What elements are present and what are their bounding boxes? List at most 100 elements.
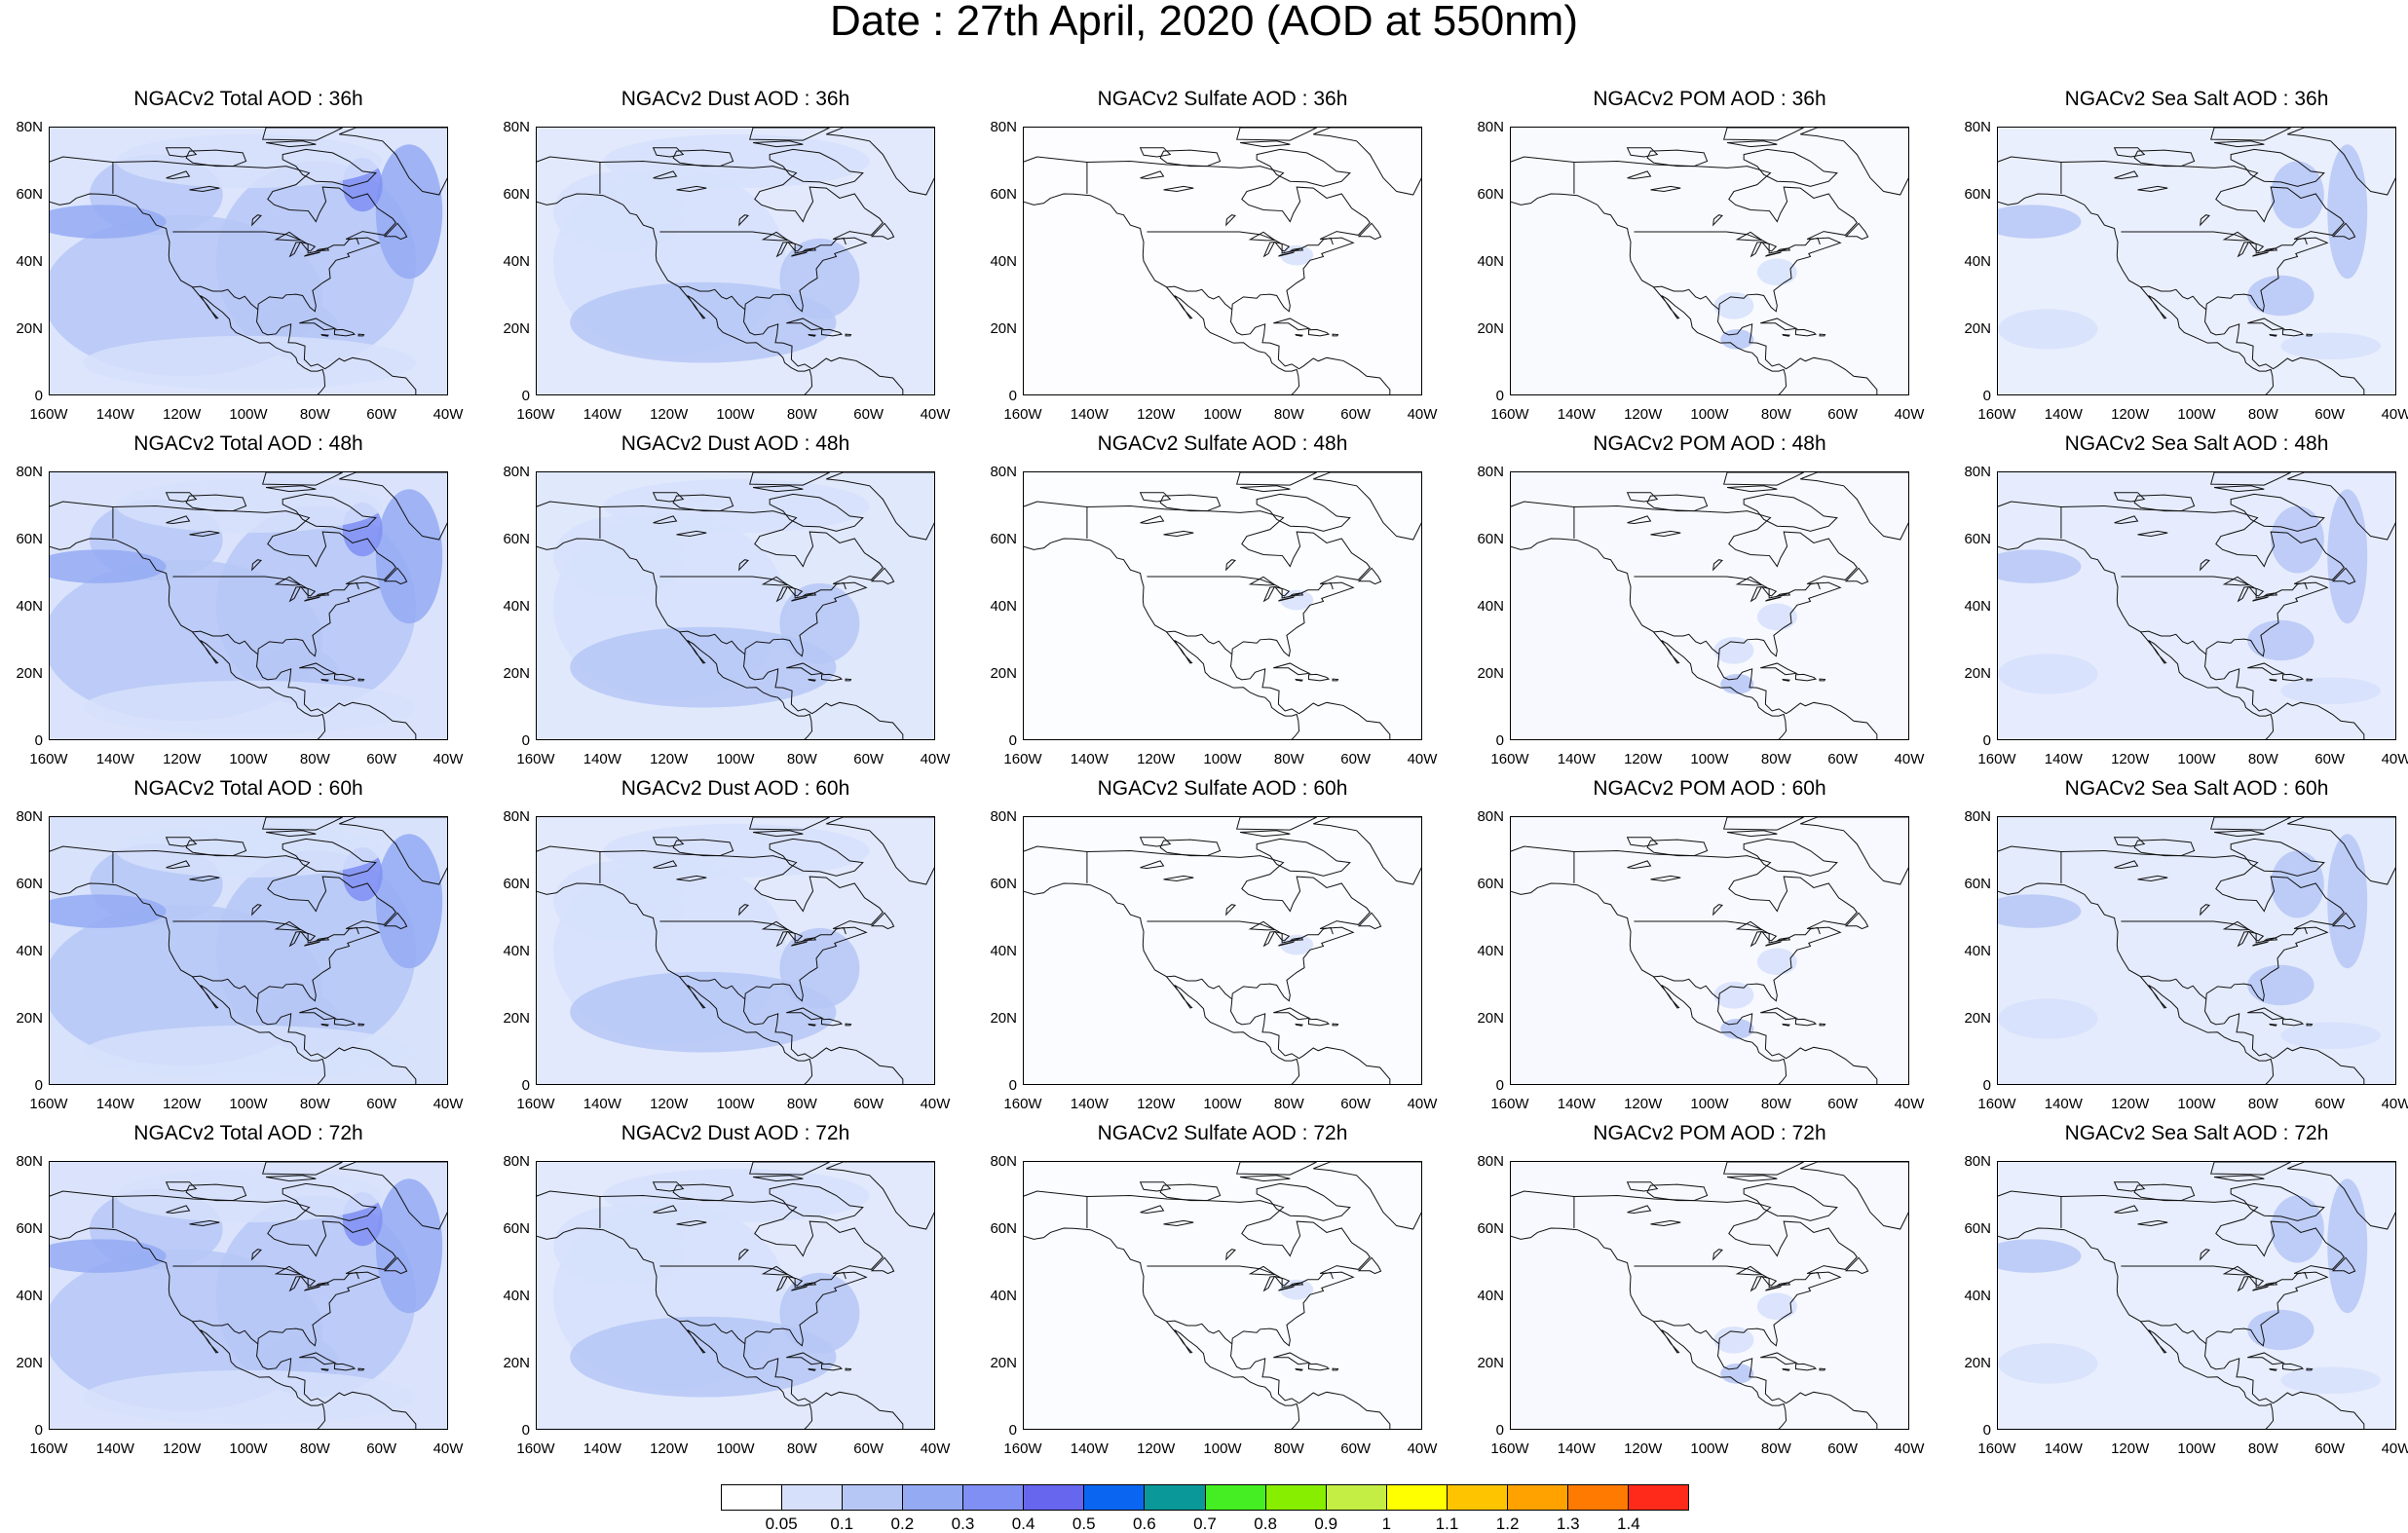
lon-tick-label: 120W (1624, 406, 1663, 423)
lat-tick-label: 80N (16, 464, 43, 480)
jamaica-outline (2269, 333, 2277, 337)
lon-tick-label: 100W (716, 406, 755, 423)
devon-island-outline (2213, 140, 2265, 148)
greenland-outline (826, 472, 934, 541)
aod-map (49, 471, 448, 740)
victoria-island-outline (2133, 149, 2196, 168)
greenland-outline (2287, 817, 2395, 885)
lake-outline (761, 1265, 790, 1276)
lake-outline (1712, 1249, 1723, 1261)
banks-island-outline (2113, 837, 2146, 847)
lake-outline (2200, 1249, 2210, 1261)
lake-outline (1163, 875, 1194, 882)
coastline-east (50, 501, 417, 739)
lake-outline (166, 1205, 191, 1214)
aod-background-shading (1511, 817, 1908, 1084)
coastline-east (1998, 156, 2365, 394)
puerto-rico-outline (1819, 1023, 1826, 1027)
lat-tick-label: 40N (503, 1288, 530, 1304)
lat-tick-label: 80N (16, 1153, 43, 1170)
lat-tick-label: 0 (1982, 732, 1991, 749)
devon-island-outline (1239, 140, 1291, 148)
lon-tick-label: 40W (1407, 1096, 1438, 1112)
panel-title: NGACv2 Sea Salt AOD : 48h (2064, 432, 2329, 455)
aod-map-svg (1998, 128, 2395, 394)
aod-plume (375, 144, 443, 280)
lat-tick-label: 80N (1477, 119, 1504, 135)
lon-tick-label: 40W (1894, 1096, 1925, 1112)
banks-island-outline (1626, 1181, 1659, 1192)
aod-plume (779, 1272, 860, 1354)
aod-map-svg (1998, 817, 2395, 1084)
cuba-outline (299, 1352, 337, 1365)
aod-plume (375, 834, 443, 969)
newfoundland-outline (1357, 1256, 1382, 1275)
lon-tick-label: 140W (95, 751, 134, 767)
lon-tick-label: 100W (1203, 751, 1242, 767)
lat-tick-label: 80N (503, 119, 530, 135)
hispaniola-outline (1307, 1363, 1331, 1371)
newfoundland-outline (870, 222, 895, 241)
lon-tick-label: 120W (2111, 1096, 2150, 1112)
lon-tick-label: 100W (716, 751, 755, 767)
lat-tick-label: 60N (1477, 186, 1504, 203)
lat-tick-label: 80N (1477, 1153, 1504, 1170)
lon-tick-label: 60W (1827, 751, 1859, 767)
lake-outline (274, 231, 303, 242)
colorbar-tick-label: 0.9 (1314, 1514, 1338, 1533)
lake-outline (1627, 1205, 1652, 1214)
aod-plume (1280, 1279, 1314, 1300)
panel-title: NGACv2 Sulfate AOD : 36h (1097, 88, 1348, 110)
colorbar-tick-label: 1.3 (1556, 1514, 1580, 1533)
lon-tick-label: 120W (2111, 751, 2150, 767)
aod-plume (2247, 619, 2314, 661)
lake-outline (2222, 1265, 2251, 1276)
greenland-outline (339, 1162, 447, 1230)
jamaica-outline (1295, 1367, 1303, 1371)
puerto-rico-outline (1819, 1367, 1826, 1371)
lake-outline (1248, 576, 1277, 586)
lon-tick-label: 120W (1624, 751, 1663, 767)
lon-tick-label: 80W (2247, 1440, 2278, 1457)
aod-map (1023, 1161, 1422, 1430)
us-mexico-border (192, 630, 258, 655)
puerto-rico-outline (1332, 678, 1339, 682)
lake-outline (1776, 1282, 1791, 1287)
banks-island-outline (165, 1181, 198, 1192)
lon-tick-label: 40W (920, 1096, 951, 1112)
lon-tick-label: 80W (2247, 1096, 2278, 1112)
victoria-island-outline (672, 149, 734, 168)
lon-tick-label: 40W (1407, 1440, 1438, 1457)
lat-tick-label: 0 (1008, 388, 1017, 404)
aod-plume (553, 860, 687, 942)
cuba-outline (1273, 1007, 1311, 1021)
hispaniola-outline (333, 328, 357, 337)
baffin-island-outline (2230, 1182, 2325, 1221)
lon-tick-label: 120W (650, 1440, 689, 1457)
lon-tick-label: 60W (2314, 406, 2346, 423)
lake-outline (761, 920, 790, 931)
aod-plume (1280, 589, 1314, 611)
baffin-island-outline (769, 148, 864, 187)
lake-outline (2200, 559, 2210, 572)
banks-island-outline (1139, 1181, 1172, 1192)
aod-plume (2247, 1309, 2314, 1351)
aod-plume (2271, 505, 2324, 574)
victoria-island-outline (672, 839, 734, 857)
baffin-island-outline (282, 493, 377, 532)
newfoundland-outline (2331, 567, 2356, 585)
lake-outline (274, 920, 303, 931)
lake-outline (1760, 1275, 1778, 1287)
lake-outline (1765, 251, 1783, 257)
lake-outline (1650, 1219, 1681, 1227)
lon-tick-label: 40W (1894, 1440, 1925, 1457)
lake-outline (1776, 592, 1791, 597)
us-mexico-border (2140, 630, 2206, 655)
lake-outline (2114, 515, 2139, 524)
lon-tick-label: 100W (1203, 1440, 1242, 1457)
aod-plume (2280, 677, 2381, 705)
colorbar-tick-label: 1.1 (1435, 1514, 1459, 1533)
coastline-west (1511, 193, 1787, 394)
coastline-west (1024, 538, 1300, 739)
puerto-rico-outline (845, 678, 852, 682)
